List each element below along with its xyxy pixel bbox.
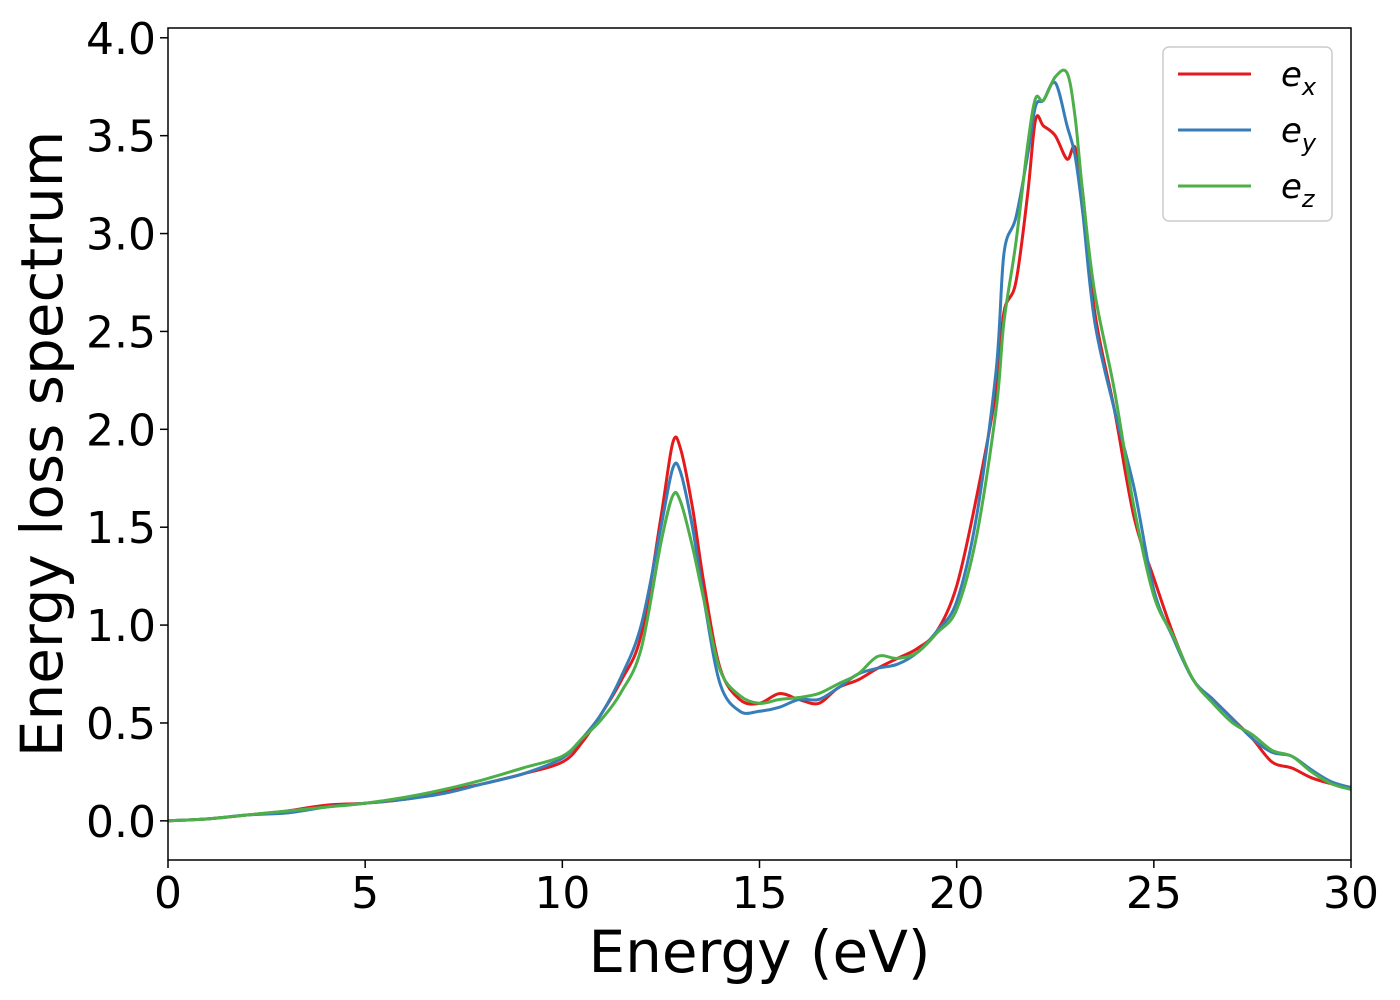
x-tick-label: 20 [929, 868, 985, 919]
x-axis-title: Energy (eV) [588, 918, 930, 986]
y-axis: 0.0 0.5 1.0 1.5 2.0 2.5 3.0 3.5 4.0 [86, 14, 168, 848]
y-tick-label: 1.0 [86, 601, 156, 652]
x-tick-label: 10 [534, 868, 590, 919]
y-tick-label: 2.5 [86, 307, 156, 358]
plot-frame [167, 27, 1352, 861]
legend-label-x: ex [1281, 55, 1317, 101]
legend-label-z: ez [1281, 167, 1316, 213]
y-tick-label: 3.0 [86, 210, 156, 261]
x-tick-label: 15 [732, 868, 788, 919]
y-tick-label: 1.5 [86, 503, 156, 554]
legend-box [1162, 46, 1333, 222]
y-tick-label: 0.0 [86, 797, 156, 848]
y-tick-label: 0.5 [86, 699, 156, 750]
y-tick-label: 2.0 [86, 405, 156, 456]
series-line-z [167, 68, 1352, 823]
x-tick-label: 5 [351, 868, 379, 919]
series-line-y [167, 80, 1352, 823]
x-tick-label: 30 [1323, 868, 1379, 919]
y-axis-title: Energy loss spectrum [8, 131, 76, 757]
x-axis: 0 5 10 15 20 25 30 [154, 860, 1379, 919]
legend-label-y: ey [1281, 111, 1317, 157]
plot-area [167, 68, 1352, 823]
x-tick-label: 25 [1126, 868, 1182, 919]
y-tick-label: 3.5 [86, 112, 156, 163]
y-tick-label: 4.0 [86, 14, 156, 65]
legend: ex ey ez [1162, 46, 1333, 222]
x-tick-label: 0 [154, 868, 182, 919]
